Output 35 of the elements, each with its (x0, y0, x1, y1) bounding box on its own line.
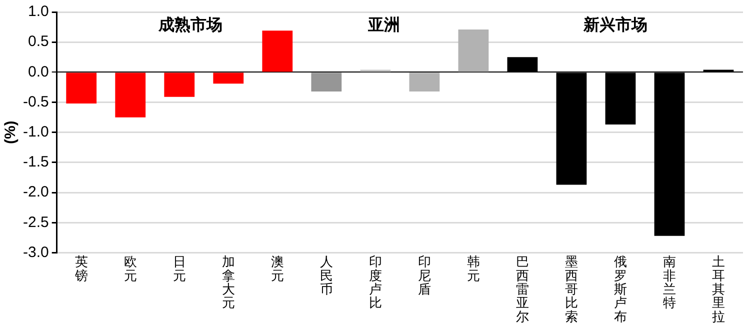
y-tick-label: -1.0 (22, 124, 49, 141)
y-tick-label: 0.5 (28, 33, 49, 50)
x-tick-label: 印度卢比 (368, 254, 382, 310)
annotation: 新兴市场 (583, 15, 648, 36)
bar (311, 72, 342, 92)
y-axis-title: (%) (2, 120, 20, 144)
x-tick-label: 英镑 (74, 254, 88, 283)
bar (458, 29, 489, 72)
y-tick-label: -2.5 (22, 214, 49, 231)
annotation: 亚洲 (368, 16, 400, 36)
x-tick-label: 韩元 (466, 254, 480, 283)
y-tick-label: -1.5 (22, 154, 49, 171)
y-tick-label: -2.0 (22, 184, 49, 201)
x-tick-label: 土耳其里拉 (712, 254, 725, 324)
x-tick-label: 南非兰特 (662, 254, 676, 310)
y-tick-label: 0.0 (28, 63, 49, 80)
y-tick-label: -0.5 (22, 93, 49, 110)
x-tick-label: 印尼盾 (418, 254, 431, 296)
x-tick-label: 墨西哥比索 (564, 254, 578, 324)
bar (213, 72, 244, 84)
y-tick-label: -3.0 (22, 244, 49, 261)
bar (66, 72, 97, 104)
bar (262, 30, 293, 72)
bar (115, 72, 146, 118)
x-tick-label: 俄罗斯卢布 (614, 254, 627, 324)
x-tick-label: 人民币 (320, 254, 333, 296)
annotation: 成熟市场 (158, 15, 223, 36)
bar (409, 72, 440, 92)
bar (164, 72, 195, 97)
x-tick-label: 加拿大元 (222, 254, 235, 310)
x-tick-label: 澳元 (270, 254, 284, 283)
x-tick-label: 巴西雷亚尔 (516, 254, 529, 324)
x-tick-label: 欧元 (124, 254, 137, 283)
x-tick-label: 日元 (172, 254, 186, 283)
y-tick-label: 1.0 (28, 3, 49, 20)
